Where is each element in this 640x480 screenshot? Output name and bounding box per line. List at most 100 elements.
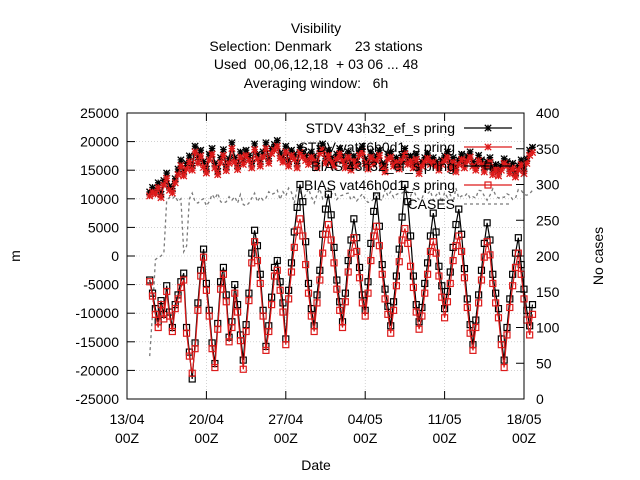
data-point bbox=[438, 293, 446, 301]
data-point bbox=[418, 303, 426, 312]
x-tick-label-hour: 00Z bbox=[512, 430, 537, 446]
data-point bbox=[463, 157, 471, 165]
y-tick-label: 20000 bbox=[80, 134, 119, 150]
data-point bbox=[242, 146, 250, 154]
y-tick-label: -5000 bbox=[83, 277, 119, 293]
data-point bbox=[401, 180, 409, 189]
data-point bbox=[282, 341, 290, 349]
data-point bbox=[316, 276, 324, 284]
data-point bbox=[321, 205, 330, 213]
data-point bbox=[398, 156, 406, 165]
data-point bbox=[151, 190, 160, 198]
data-point bbox=[219, 145, 228, 154]
data-point bbox=[216, 278, 225, 286]
title-line-3: Used 00,06,12,18 + 03 06 ... 48 bbox=[214, 56, 419, 72]
data-point bbox=[440, 157, 449, 165]
data-point bbox=[310, 157, 318, 165]
data-point bbox=[344, 148, 352, 156]
data-point bbox=[157, 193, 165, 202]
y-tick-label: 10000 bbox=[80, 191, 119, 207]
data-point bbox=[375, 151, 384, 159]
data-point bbox=[250, 140, 259, 148]
data-point bbox=[353, 162, 361, 170]
data-point bbox=[409, 283, 418, 292]
data-point bbox=[469, 346, 477, 354]
data-point bbox=[276, 286, 284, 294]
data-point bbox=[333, 276, 341, 284]
data-point bbox=[202, 169, 211, 177]
data-point bbox=[347, 161, 355, 170]
data-point bbox=[211, 159, 219, 167]
data-point bbox=[423, 149, 432, 157]
data-point bbox=[177, 156, 185, 164]
data-point bbox=[259, 153, 267, 161]
data-point bbox=[284, 162, 293, 170]
data-point bbox=[236, 153, 245, 161]
legend-label: STDV 43h32_ef_s pring bbox=[306, 120, 455, 136]
data-point bbox=[355, 146, 364, 154]
data-point bbox=[231, 153, 239, 162]
data-point bbox=[401, 224, 409, 233]
data-point bbox=[392, 158, 401, 166]
data-point bbox=[256, 270, 264, 278]
data-point bbox=[508, 159, 517, 167]
data-point bbox=[174, 171, 182, 179]
data-point bbox=[423, 154, 432, 162]
data-point bbox=[372, 222, 381, 230]
series-layer bbox=[146, 136, 537, 383]
data-point bbox=[177, 283, 185, 292]
y-tick-label: -25000 bbox=[75, 391, 119, 407]
data-point bbox=[486, 251, 494, 259]
data-point bbox=[494, 314, 503, 322]
data-point bbox=[146, 278, 154, 286]
data-point bbox=[489, 166, 497, 174]
data-point bbox=[276, 149, 284, 157]
data-point bbox=[302, 260, 310, 269]
data-point bbox=[370, 207, 378, 215]
data-point bbox=[517, 160, 525, 169]
data-point bbox=[270, 140, 279, 149]
data-point bbox=[321, 159, 330, 167]
data-point bbox=[222, 167, 230, 175]
data-point bbox=[168, 189, 177, 197]
series-line bbox=[149, 184, 534, 380]
data-point bbox=[452, 242, 460, 250]
data-point bbox=[423, 270, 432, 278]
data-point bbox=[466, 329, 474, 337]
data-point bbox=[429, 153, 437, 162]
data-point bbox=[324, 220, 332, 229]
data-point bbox=[256, 162, 264, 170]
data-point bbox=[182, 329, 191, 337]
data-point bbox=[378, 260, 386, 269]
data-point bbox=[378, 164, 386, 172]
data-point bbox=[406, 262, 415, 270]
data-point bbox=[355, 274, 364, 282]
data-point bbox=[330, 259, 338, 267]
data-point bbox=[463, 303, 471, 312]
data-point bbox=[273, 136, 281, 145]
data-point bbox=[163, 174, 171, 182]
data-point bbox=[458, 247, 466, 256]
data-point bbox=[528, 143, 537, 151]
data-point bbox=[202, 165, 211, 173]
data-point bbox=[191, 148, 199, 156]
data-point bbox=[506, 303, 514, 312]
data-point bbox=[154, 323, 162, 332]
data-point bbox=[435, 262, 443, 270]
y2-axis-label: No cases bbox=[590, 227, 606, 285]
data-point bbox=[432, 162, 440, 170]
data-point bbox=[449, 158, 457, 166]
data-point bbox=[319, 249, 327, 257]
legend-label: BIAS vat46h0d1_s pring bbox=[304, 177, 455, 193]
data-point bbox=[375, 146, 384, 154]
data-point bbox=[211, 363, 219, 372]
data-point bbox=[191, 142, 199, 150]
data-point bbox=[259, 312, 267, 320]
data-point bbox=[228, 323, 236, 332]
data-point bbox=[276, 154, 284, 162]
data-point bbox=[219, 151, 228, 159]
legend-marker bbox=[484, 124, 492, 132]
data-point bbox=[293, 164, 301, 172]
data-point bbox=[347, 166, 355, 174]
data-point bbox=[392, 282, 400, 290]
